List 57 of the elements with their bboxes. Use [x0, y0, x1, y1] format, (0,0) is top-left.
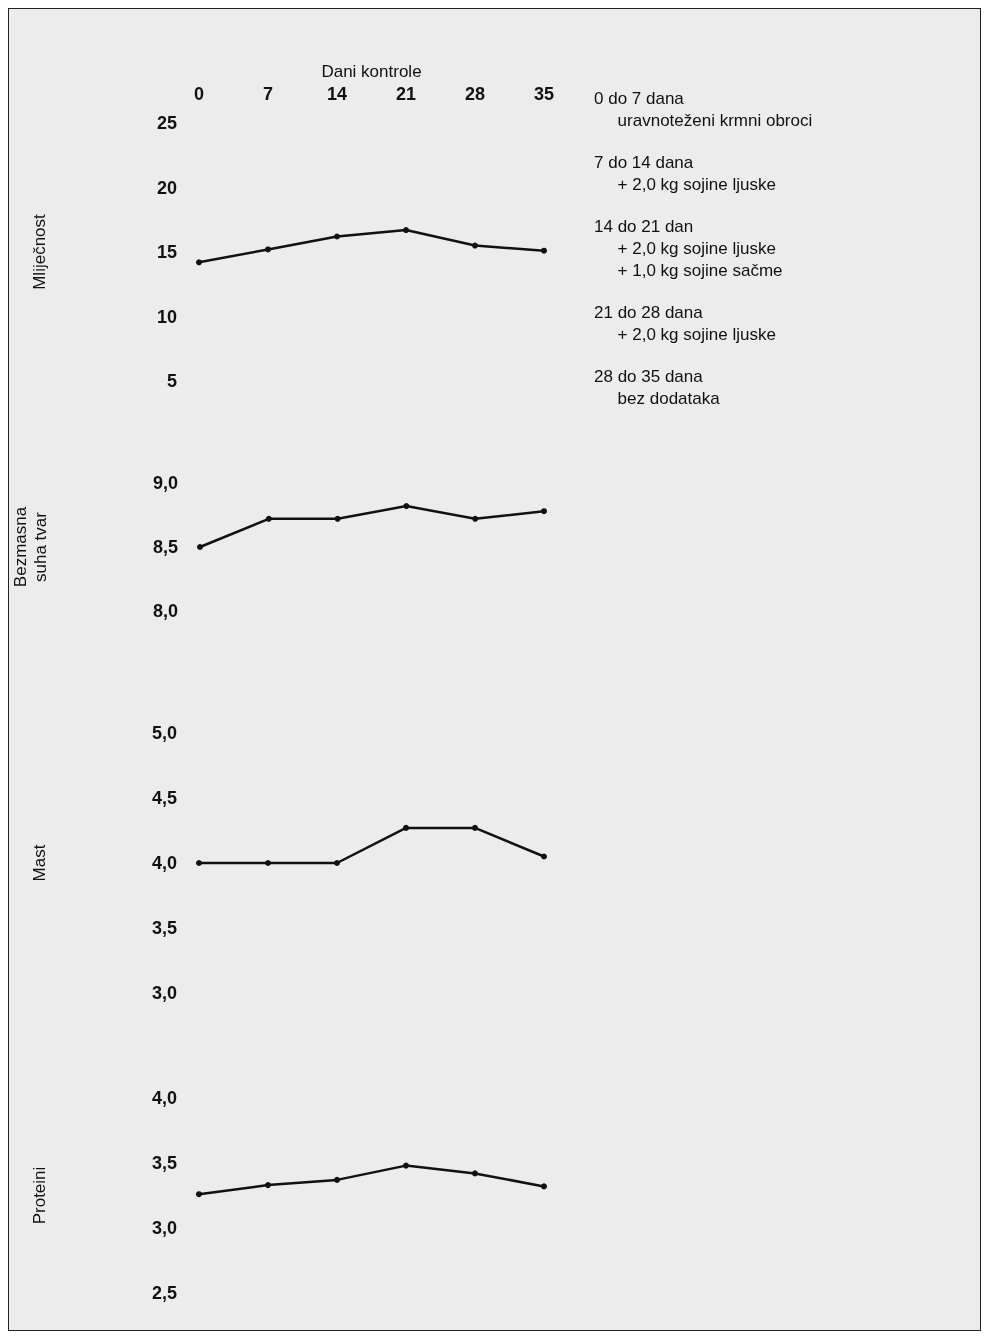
point [403, 227, 409, 234]
point [541, 1183, 547, 1190]
x-tick-label: 21 [395, 84, 417, 104]
y-tick-label: 4,5 [151, 788, 177, 808]
text: 0 do 7 dana uravnoteženi krmni obroci [594, 88, 813, 130]
y-tick-label: 3,5 [151, 918, 177, 938]
text: 14 do 21 dan + 2,0 kg sojine ljuske + 1,0 kg sojine sačme [594, 216, 783, 280]
point [472, 824, 478, 831]
y-tick-label: 10 [156, 306, 177, 327]
point [334, 1176, 340, 1183]
x-axis-title: Dani kontrole [321, 62, 422, 82]
y-axis-title: Mast [29, 844, 49, 882]
y-axis-title: Bezmasna suha tvar [10, 506, 50, 588]
point [541, 508, 547, 515]
point [472, 242, 478, 249]
point [541, 247, 547, 254]
text: 21 do 28 dana + 2,0 kg sojine ljuske [594, 302, 776, 344]
point [196, 1191, 202, 1198]
point [196, 860, 202, 866]
y-tick-label: 5 [166, 371, 177, 391]
point [265, 246, 271, 253]
x-tick-label: 14 [326, 84, 348, 104]
point [472, 515, 479, 522]
point [196, 259, 202, 266]
x-tick-label: 0 [193, 84, 205, 104]
point [334, 233, 340, 240]
y-tick-label: 8,5 [152, 537, 178, 557]
y-tick-label: 15 [156, 242, 177, 262]
y-tick-label: 3,0 [151, 983, 177, 1003]
point [265, 1182, 271, 1189]
y-tick-label: 8,0 [152, 601, 178, 621]
y-tick-label: 3,0 [151, 1218, 177, 1238]
point [472, 1170, 478, 1177]
y-axis-title: Mliječnost [29, 213, 49, 290]
point [541, 853, 547, 860]
y-tick-label: 4,0 [151, 853, 177, 873]
point [197, 544, 203, 550]
point [265, 515, 272, 522]
point [403, 1162, 409, 1169]
point [265, 860, 271, 866]
point [403, 824, 409, 831]
y-tick-label: 20 [156, 177, 177, 198]
x-tick-label: 28 [464, 84, 486, 104]
y-tick-label: 4,0 [151, 1088, 177, 1108]
text: 7 do 14 dana + 2,0 kg sojine ljuske [594, 152, 776, 194]
y-axis-title: Proteini [29, 1166, 49, 1225]
point [334, 515, 341, 522]
point [334, 860, 340, 866]
y-tick-label: 9,0 [152, 473, 178, 493]
y-tick-label: 3,5 [151, 1153, 177, 1173]
y-tick-label: 2,5 [151, 1283, 177, 1303]
x-tick-label: 7 [262, 84, 274, 104]
x-tick-label: 35 [533, 84, 555, 104]
point [403, 503, 410, 510]
y-tick-label: 5,0 [151, 723, 177, 743]
text: 28 do 35 dana bez dodataka [594, 366, 721, 408]
y-tick-label: 25 [156, 113, 177, 133]
